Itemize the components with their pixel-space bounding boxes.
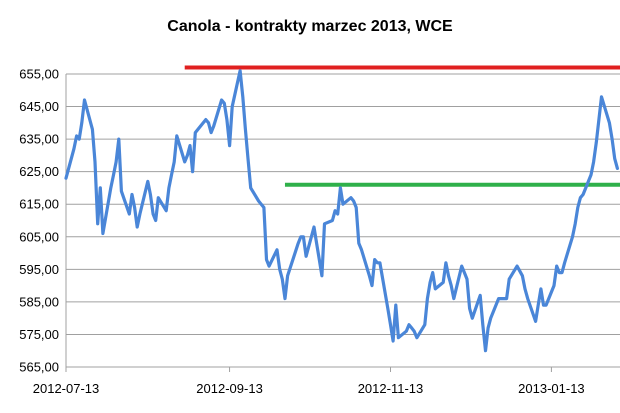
y-tick-label: 655,00: [19, 67, 59, 82]
chart-title: Canola - kontrakty marzec 2013, WCE: [167, 18, 453, 35]
y-tick-label: 645,00: [19, 99, 59, 114]
series-line: [64, 69, 620, 353]
y-tick-label: 585,00: [19, 294, 59, 309]
y-tick-label: 575,00: [19, 327, 59, 342]
y-tick-label: 635,00: [19, 132, 59, 147]
x-tick-label: 2012-09-13: [196, 381, 263, 396]
y-tick-label: 595,00: [19, 262, 59, 277]
y-tick-label: 565,00: [19, 360, 59, 375]
x-tick-label: 2012-07-13: [33, 381, 100, 396]
x-tick-label: 2012-11-13: [358, 381, 424, 396]
y-tick-label: 605,00: [19, 229, 59, 244]
y-tick-label: 625,00: [19, 164, 59, 179]
x-tick-label: 2013-01-13: [518, 381, 585, 396]
y-tick-label: 615,00: [19, 197, 59, 212]
